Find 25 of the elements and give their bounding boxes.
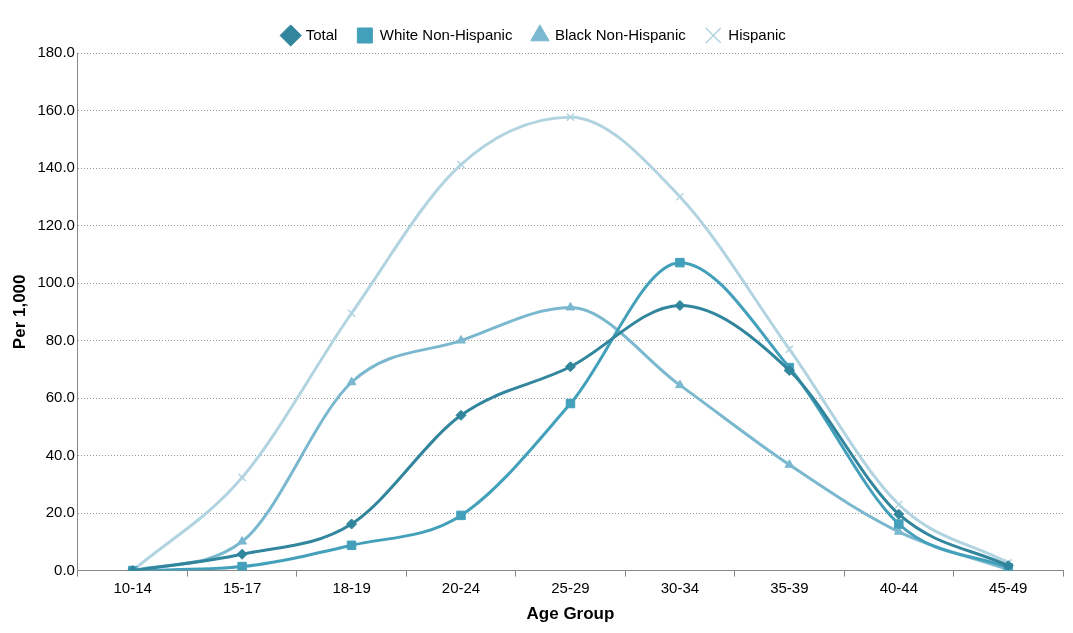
x-tick-label: 20-24	[441, 578, 481, 596]
y-tick-label: 40.0	[45, 445, 75, 463]
legend-label: White Non-Hispanic	[379, 25, 513, 43]
x-tick-label: 45-49	[989, 578, 1028, 596]
y-tick-label: 20.0	[45, 503, 75, 521]
y-tick-label: 120.0	[37, 215, 75, 233]
y-axis-title: Per 1,000	[9, 274, 29, 350]
x-tick-label: 18-19	[332, 578, 371, 596]
y-tick-label: 0.0	[54, 560, 75, 578]
legend-label: Total	[305, 25, 338, 43]
x-axis-title: Age Group	[526, 604, 615, 624]
x-tick-label: 15-17	[222, 578, 262, 596]
x-tick-label: 25-29	[551, 578, 590, 596]
x-tick-label: 10-14	[113, 578, 152, 596]
y-tick-label: 80.0	[45, 330, 75, 348]
y-tick-label: 160.0	[37, 100, 75, 118]
y-tick-label: 60.0	[45, 388, 75, 406]
legend-label: Hispanic	[728, 25, 787, 43]
x-tick-label: 35-39	[770, 578, 809, 596]
y-tick-label: 140.0	[37, 158, 75, 176]
y-tick-label: 100.0	[37, 273, 75, 291]
x-tick-label: 40-44	[879, 578, 919, 596]
y-tick-label: 180.0	[37, 43, 75, 61]
legend-label: Black Non-Hispanic	[554, 25, 687, 43]
x-tick-label: 30-34	[660, 578, 700, 596]
